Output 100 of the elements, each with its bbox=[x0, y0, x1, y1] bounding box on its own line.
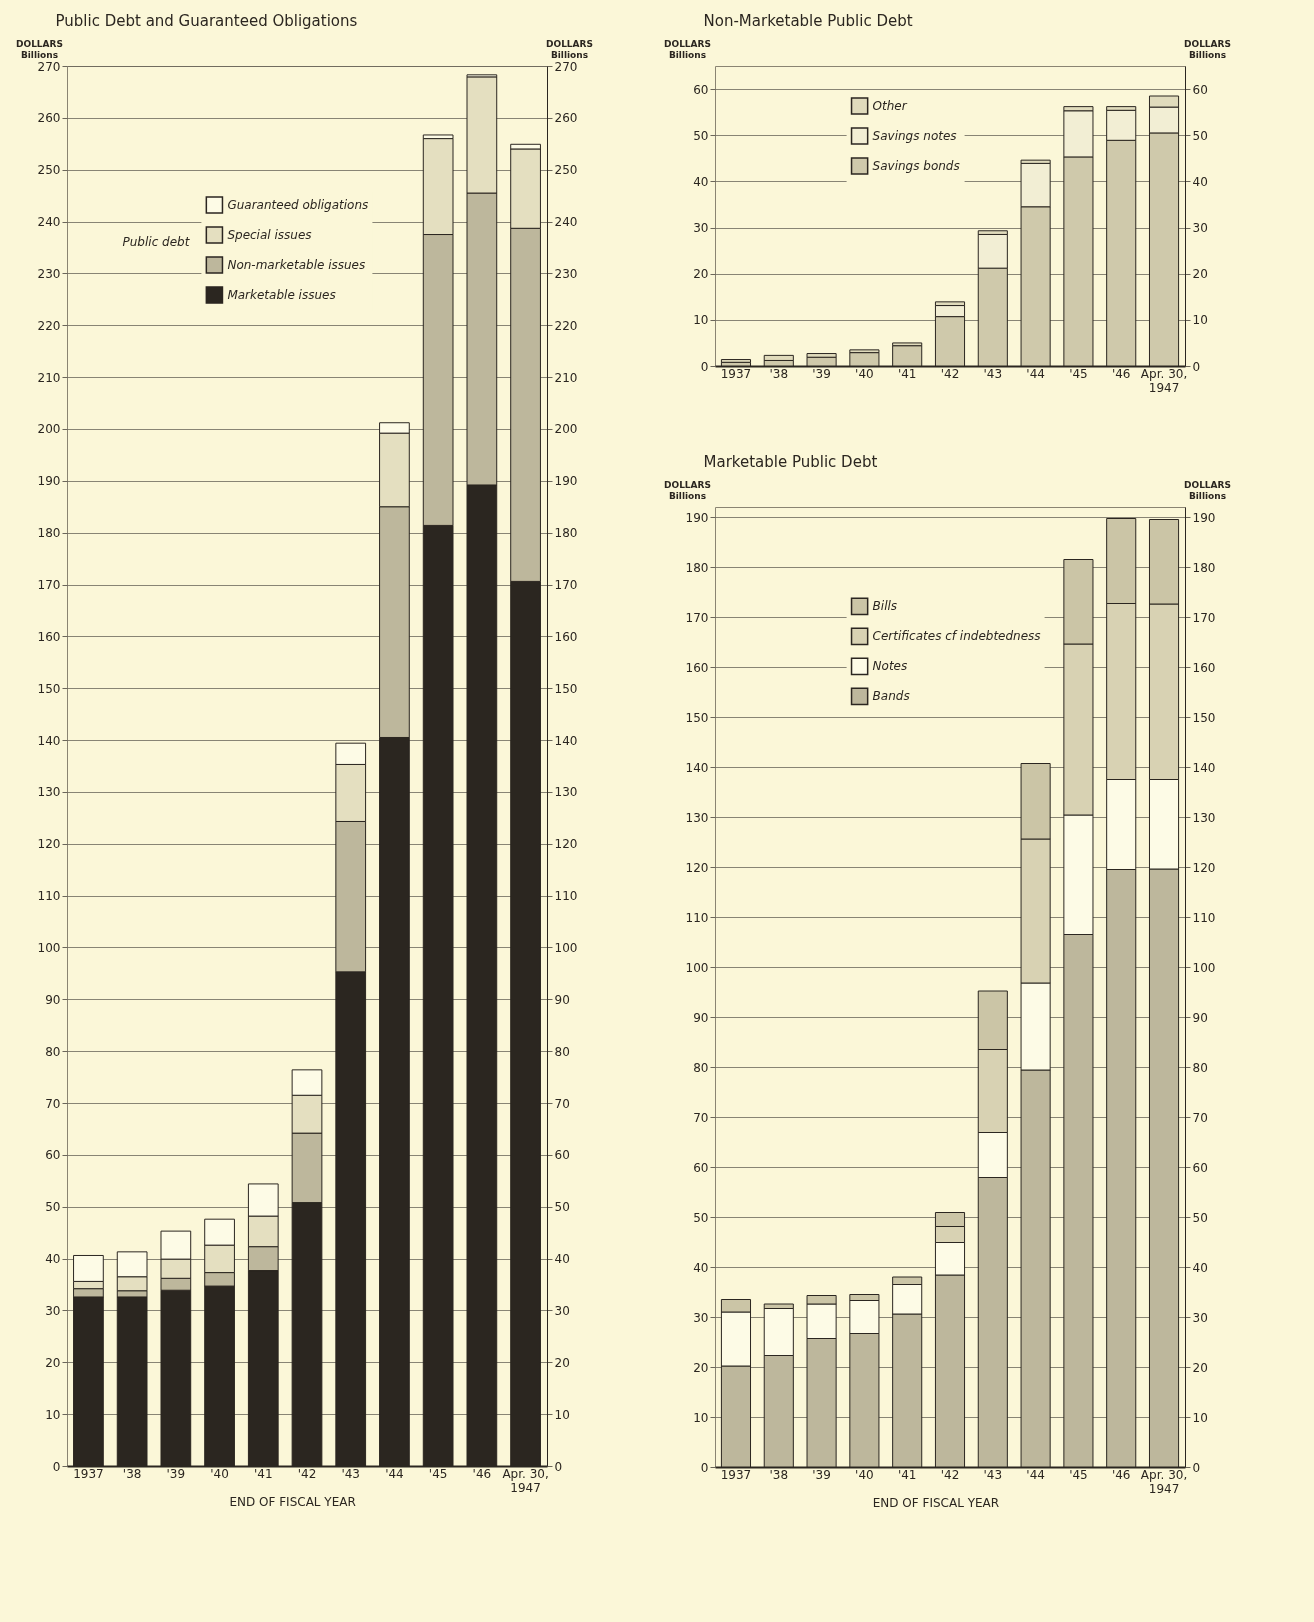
y-tick-label: 60 bbox=[693, 82, 709, 97]
y-tick-label: 30 bbox=[45, 1303, 61, 1318]
y-tick-label: 80 bbox=[693, 1060, 709, 1075]
y-axis-title: DOLLARS Billions bbox=[16, 38, 63, 60]
y2-tick-label: 80 bbox=[554, 1044, 570, 1059]
y-tick-label: 130 bbox=[37, 785, 61, 800]
y-axis-title: DOLLARS Billions bbox=[664, 479, 711, 501]
y-tick-label: 200 bbox=[37, 422, 61, 437]
x-tick-label: '41 bbox=[254, 1466, 273, 1481]
y2-tick-label: 130 bbox=[1192, 810, 1216, 825]
x-tick-label: '46 bbox=[1111, 366, 1131, 381]
legend-label: Bills bbox=[872, 599, 898, 614]
y2-tick-label: 210 bbox=[554, 370, 578, 385]
y-tick-label: 40 bbox=[693, 1260, 709, 1275]
y2-axis-title: DOLLARS Billions bbox=[1184, 479, 1231, 501]
y-tick-label: 30 bbox=[693, 1310, 709, 1325]
y2-tick-label: 160 bbox=[1192, 660, 1216, 675]
annotation: Public debt bbox=[122, 235, 191, 249]
y2-tick-label: 180 bbox=[1192, 560, 1216, 575]
x-tick-label: '40 bbox=[210, 1466, 229, 1481]
y2-tick-label: 0 bbox=[1192, 359, 1201, 374]
y2-tick-label: 230 bbox=[554, 266, 578, 281]
y-tick-label: 10 bbox=[45, 1407, 61, 1422]
y-tick-label: 210 bbox=[37, 370, 61, 385]
y-tick-label: 270 bbox=[37, 59, 61, 74]
x-tick-label: '42 bbox=[297, 1466, 317, 1481]
y-tick-label: 170 bbox=[37, 578, 61, 593]
y2-tick-label: 130 bbox=[554, 785, 578, 800]
y2-tick-label: 270 bbox=[554, 59, 578, 74]
y2-tick-label: 30 bbox=[1192, 221, 1208, 236]
y-tick-label: 250 bbox=[37, 163, 61, 178]
y-tick-label: 140 bbox=[685, 760, 709, 775]
y2-tick-label: 50 bbox=[1192, 128, 1208, 143]
y-tick-label: 120 bbox=[37, 837, 61, 852]
y2-tick-label: 40 bbox=[554, 1252, 570, 1267]
x-tick-label: '40 bbox=[855, 366, 874, 381]
y2-tick-label: 20 bbox=[554, 1355, 570, 1370]
y-tick-label: 120 bbox=[685, 860, 709, 875]
x-tick-label: '38 bbox=[122, 1466, 142, 1481]
y-tick-label: 170 bbox=[685, 610, 709, 625]
y2-tick-label: 10 bbox=[1192, 313, 1208, 328]
x-tick-label: '46 bbox=[1111, 1467, 1131, 1482]
y2-tick-label: 170 bbox=[1192, 610, 1216, 625]
y-tick-label: 0 bbox=[700, 1460, 709, 1475]
y-tick-label: 90 bbox=[45, 992, 61, 1007]
y-tick-label: 50 bbox=[45, 1200, 61, 1215]
y-tick-label: 30 bbox=[693, 221, 709, 236]
chart-title: Marketable Public Debt bbox=[703, 453, 878, 471]
y-tick-label: 100 bbox=[685, 960, 709, 975]
y-tick-label: 140 bbox=[37, 733, 61, 748]
x-tick-label: '38 bbox=[769, 366, 789, 381]
y-tick-label: 0 bbox=[52, 1459, 61, 1474]
y-tick-label: 20 bbox=[45, 1355, 61, 1370]
x-tick-label: '45 bbox=[428, 1466, 448, 1481]
y2-tick-label: 10 bbox=[554, 1407, 570, 1422]
x-tick-label: '43 bbox=[983, 1467, 1003, 1482]
y2-tick-label: 70 bbox=[1192, 1110, 1208, 1125]
legend-label: Notes bbox=[872, 659, 908, 674]
y-tick-label: 160 bbox=[685, 660, 709, 675]
y2-tick-label: 20 bbox=[1192, 267, 1208, 282]
y2-tick-label: 120 bbox=[554, 837, 578, 852]
legend-label: Special issues bbox=[227, 228, 312, 242]
y2-tick-label: 30 bbox=[1192, 1310, 1208, 1325]
y-tick-label: 40 bbox=[45, 1252, 61, 1267]
x-tick-label: '39 bbox=[812, 366, 831, 381]
x-tick-label: 1937 bbox=[720, 366, 752, 381]
y-tick-label: 180 bbox=[37, 526, 61, 541]
x-tick-label: '43 bbox=[983, 366, 1003, 381]
y-tick-label: 0 bbox=[700, 359, 709, 374]
y-tick-label: 70 bbox=[693, 1110, 709, 1125]
x-tick-label: '44 bbox=[385, 1466, 404, 1481]
y-tick-label: 50 bbox=[693, 128, 709, 143]
text: END OF FISCAL YEAR bbox=[872, 1496, 1000, 1510]
y-tick-label: 60 bbox=[45, 1148, 61, 1163]
y2-tick-label: 60 bbox=[1192, 82, 1208, 97]
x-tick-label: '41 bbox=[897, 1467, 917, 1482]
y-tick-label: 110 bbox=[685, 910, 709, 925]
y-tick-label: 40 bbox=[693, 174, 709, 189]
y-tick-label: 240 bbox=[37, 215, 61, 230]
x-tick-label: '46 bbox=[472, 1466, 492, 1481]
x-tick-label: '40 bbox=[855, 1467, 874, 1482]
y-tick-label: 130 bbox=[685, 810, 709, 825]
x-tick-label: '44 bbox=[1026, 366, 1045, 381]
y2-tick-label: 90 bbox=[554, 992, 570, 1007]
x-tick-label: '42 bbox=[940, 1467, 960, 1482]
bar bbox=[720, 359, 752, 363]
text: END OF FISCAL YEAR bbox=[229, 1495, 356, 1509]
x-tick-label: '39 bbox=[812, 1467, 831, 1482]
x-tick-label: 1937 bbox=[720, 1467, 752, 1482]
y-axis-title: DOLLARS Billions bbox=[664, 38, 711, 60]
legend-label: Other bbox=[872, 99, 908, 113]
y2-tick-label: 20 bbox=[1192, 1360, 1208, 1375]
y-tick-label: 150 bbox=[685, 710, 709, 725]
y-tick-label: 10 bbox=[693, 313, 709, 328]
y2-tick-label: 260 bbox=[554, 111, 578, 126]
chart-title: Non-Marketable Public Debt bbox=[703, 12, 913, 30]
x-tick-label: '41 bbox=[897, 366, 917, 381]
y2-tick-label: 240 bbox=[554, 215, 578, 230]
y2-tick-label: 150 bbox=[1192, 710, 1216, 725]
y2-axis-title: DOLLARS Billions bbox=[546, 38, 593, 60]
